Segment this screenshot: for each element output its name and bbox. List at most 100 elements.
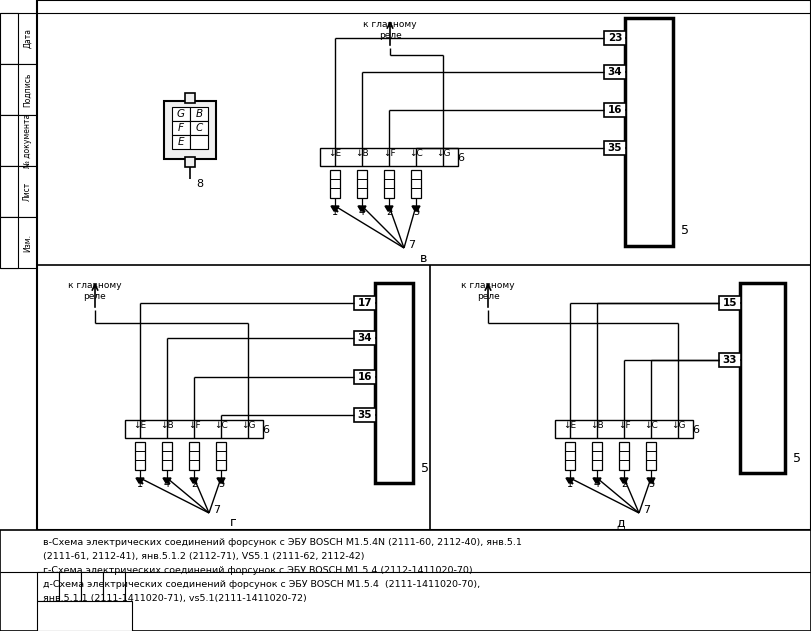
Bar [216, 442, 226, 470]
Bar [411, 170, 421, 198]
Text: ↓F: ↓F [187, 422, 200, 430]
Bar [190, 107, 208, 121]
Bar [555, 420, 693, 438]
Text: 8: 8 [196, 179, 204, 189]
Bar [172, 121, 190, 135]
Polygon shape [331, 206, 339, 211]
Text: Изм.: Изм. [23, 233, 32, 252]
Text: 23: 23 [607, 33, 622, 43]
Bar [164, 101, 216, 159]
Text: в: в [420, 252, 427, 264]
Text: 6: 6 [263, 425, 269, 435]
Polygon shape [358, 206, 366, 211]
Bar [37, 601, 132, 631]
Text: ↓F: ↓F [618, 422, 630, 430]
Polygon shape [647, 478, 655, 483]
Bar [354, 408, 376, 422]
Bar [740, 283, 785, 473]
Text: № документа: № документа [23, 114, 32, 168]
Bar [0, 217, 18, 268]
Bar [330, 170, 340, 198]
Text: 6: 6 [457, 153, 465, 163]
Text: 6: 6 [693, 425, 700, 435]
Text: 4: 4 [594, 479, 600, 489]
Text: ↓F: ↓F [383, 150, 395, 158]
Polygon shape [385, 206, 393, 211]
Bar [357, 170, 367, 198]
Text: 2: 2 [386, 207, 393, 217]
Text: 1: 1 [332, 207, 338, 217]
Bar [320, 148, 458, 166]
Bar [0, 166, 37, 217]
Text: 5: 5 [793, 452, 801, 464]
Bar [0, 166, 18, 217]
Text: G: G [177, 109, 185, 119]
Bar [0, 115, 18, 166]
Text: д: д [616, 517, 624, 529]
Text: 34: 34 [358, 333, 372, 343]
Text: ↓G: ↓G [436, 150, 450, 158]
Text: 15: 15 [723, 298, 737, 308]
Bar [375, 283, 413, 483]
Text: 7: 7 [409, 240, 415, 250]
Bar [0, 115, 37, 166]
Text: 7: 7 [213, 505, 221, 515]
Polygon shape [593, 478, 601, 483]
Bar [172, 135, 190, 149]
Bar [719, 353, 741, 367]
Text: 16: 16 [358, 372, 372, 382]
Text: B: B [195, 109, 203, 119]
Bar [625, 18, 673, 246]
Text: 16: 16 [607, 105, 622, 115]
Polygon shape [412, 206, 420, 211]
Bar [81, 572, 103, 601]
Bar [59, 572, 81, 601]
Bar [354, 296, 376, 310]
Bar [0, 530, 811, 631]
Bar [592, 442, 602, 470]
Polygon shape [566, 478, 574, 483]
Text: ↓C: ↓C [409, 150, 423, 158]
Text: 5: 5 [421, 461, 429, 475]
Bar [0, 13, 18, 64]
Text: 2: 2 [621, 479, 627, 489]
Text: ↓E: ↓E [328, 150, 341, 158]
Bar [125, 420, 263, 438]
Text: C: C [195, 123, 203, 133]
Text: ↓E: ↓E [134, 422, 147, 430]
Text: ↓C: ↓C [214, 422, 228, 430]
Polygon shape [190, 478, 198, 483]
Bar [354, 331, 376, 345]
Text: 35: 35 [607, 143, 622, 153]
Text: 4: 4 [164, 479, 170, 489]
Text: 34: 34 [607, 67, 622, 77]
Text: к главному
реле: к главному реле [68, 281, 122, 301]
Text: 35: 35 [358, 410, 372, 420]
Bar [190, 135, 208, 149]
Text: ↓G: ↓G [671, 422, 685, 430]
Text: ↓C: ↓C [644, 422, 658, 430]
Bar [646, 442, 656, 470]
Bar [0, 64, 37, 115]
Text: (2111-61, 2112-41), янв.5.1.2 (2112-71), VS5.1 (2111-62, 2112-42): (2111-61, 2112-41), янв.5.1.2 (2112-71),… [43, 552, 364, 561]
Text: г-Схема электрических соединений форсунок с ЭБУ BOSCH M1.5.4 (2112-1411020-70): г-Схема электрических соединений форсуно… [43, 566, 473, 575]
Polygon shape [620, 478, 628, 483]
Text: ↓E: ↓E [564, 422, 577, 430]
Bar [37, 572, 59, 601]
Bar [604, 65, 626, 79]
Text: к главному
реле: к главному реле [461, 281, 515, 301]
Polygon shape [136, 478, 144, 483]
Text: 17: 17 [358, 298, 372, 308]
Text: Подпись: Подпись [23, 73, 32, 107]
Text: к главному
реле: к главному реле [363, 20, 417, 40]
Text: 1: 1 [137, 479, 143, 489]
Bar [619, 442, 629, 470]
Text: F: F [178, 123, 184, 133]
Text: Дата: Дата [23, 28, 32, 49]
Bar [0, 64, 18, 115]
Bar [189, 442, 199, 470]
Text: в-Схема электрических соединений форсунок с ЭБУ BOSCH M1.5.4N (2111-60, 2112-40): в-Схема электрических соединений форсуно… [43, 538, 521, 547]
Bar [162, 442, 172, 470]
Text: 33: 33 [723, 355, 737, 365]
Bar [0, 13, 37, 64]
